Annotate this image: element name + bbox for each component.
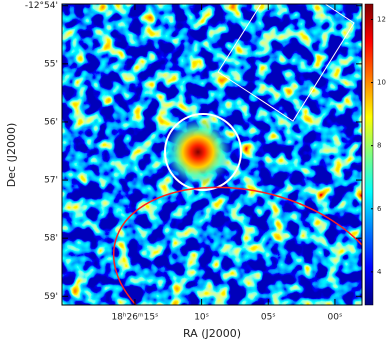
y-tick-label: 57' <box>44 176 58 186</box>
colorbar-tick-label: 4 <box>377 268 382 276</box>
y-tick-label: 55' <box>44 59 58 69</box>
x-tick-label: 05ˢ <box>261 313 276 323</box>
colorbar-tick-label: 10 <box>377 79 386 87</box>
x-tick-label: 10ˢ <box>194 313 209 323</box>
source-region <box>164 113 242 191</box>
colorbar <box>364 3 374 306</box>
y-tick-label: 59' <box>44 292 58 302</box>
y-tick-label: -12°54' <box>25 1 58 11</box>
colorbar-tick-label: 8 <box>377 142 381 150</box>
colorbar-tick-label: 6 <box>377 205 382 213</box>
y-axis-label: Dec (J2000) <box>5 123 18 188</box>
y-tick-label: 56' <box>44 117 58 127</box>
contour <box>112 186 362 305</box>
x-tick-label: 18ʰ26ᵐ15ˢ <box>111 313 158 323</box>
x-tick-label: 00ˢ <box>328 313 343 323</box>
image <box>62 4 362 305</box>
y-tick-label: 58' <box>44 234 58 244</box>
x-axis-label: RA (J2000) <box>183 327 241 340</box>
plot-frame <box>61 3 363 306</box>
colorbar-tick-label: 12 <box>377 15 386 23</box>
field-box <box>217 4 355 122</box>
